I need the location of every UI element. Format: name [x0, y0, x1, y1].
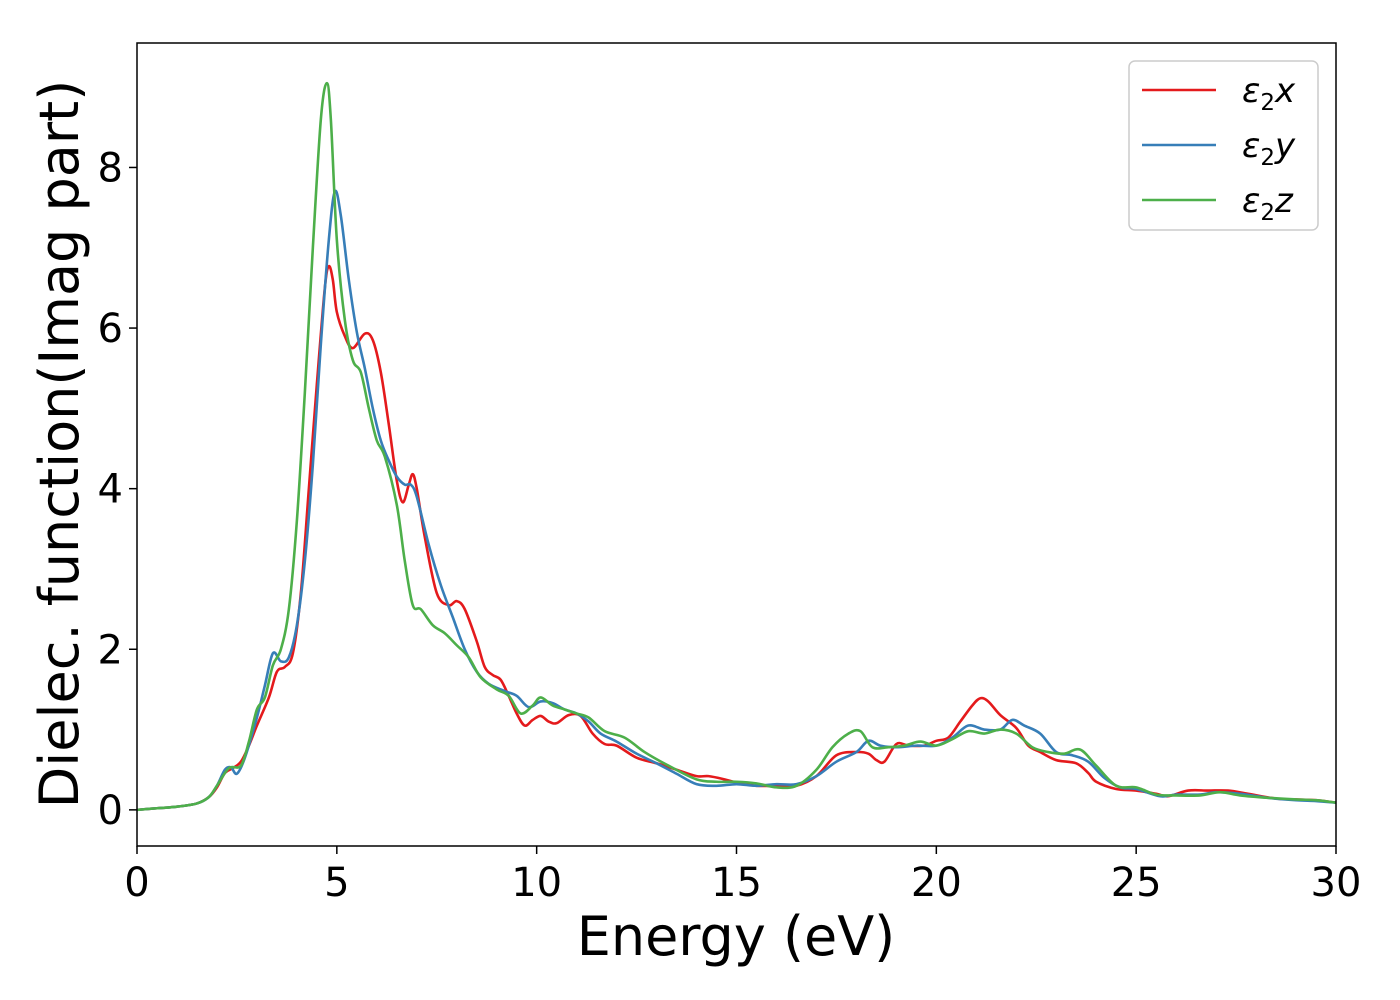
x-tick-label: 15 — [711, 860, 762, 906]
x-tick-label: 30 — [1311, 860, 1362, 906]
x-tick-label: 0 — [124, 860, 149, 906]
y-tick-label: 0 — [98, 788, 123, 834]
y-tick-label: 8 — [98, 145, 123, 191]
series-line-eps2x — [137, 264, 1336, 812]
y-axis-title: Dielec. function(Imag part) — [28, 80, 91, 809]
x-tick-label: 20 — [911, 860, 962, 906]
legend: ε2x ε2y ε2z — [1128, 60, 1319, 231]
legend-label-eps2x: ε2x — [1242, 71, 1296, 116]
y-tick-label: 4 — [98, 467, 123, 513]
y-axis: 0 2 4 6 8 — [98, 145, 137, 834]
legend-label-eps2z: ε2z — [1242, 181, 1294, 226]
y-tick-label: 6 — [98, 306, 123, 352]
x-axis-title: Energy (eV) — [577, 905, 896, 968]
legend-box — [1128, 60, 1319, 231]
series-line-eps2z — [137, 81, 1336, 812]
series-layer — [137, 81, 1336, 812]
legend-label-eps2y: ε2y — [1242, 126, 1296, 171]
series-line-eps2y — [137, 189, 1336, 812]
x-tick-label: 25 — [1111, 860, 1162, 906]
x-axis: 0 5 10 15 20 25 30 — [124, 846, 1361, 906]
y-tick-label: 2 — [98, 627, 123, 673]
x-tick-label: 10 — [511, 860, 562, 906]
x-tick-label: 5 — [324, 860, 349, 906]
